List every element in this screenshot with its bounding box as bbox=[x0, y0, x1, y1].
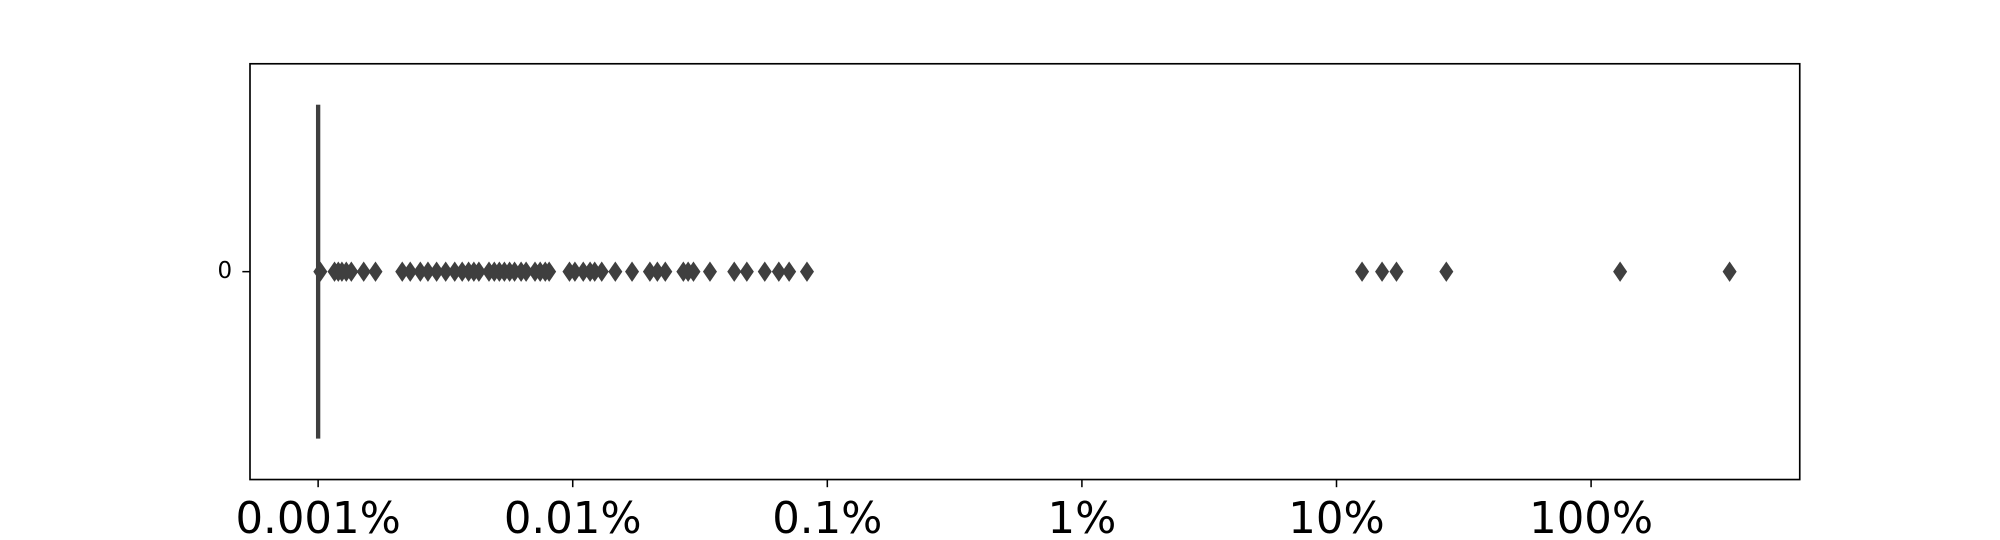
x-tick-label: 0.01% bbox=[504, 494, 642, 540]
outlier bbox=[429, 261, 444, 282]
outlier bbox=[1439, 261, 1454, 282]
outlier bbox=[739, 261, 754, 282]
outlier bbox=[313, 261, 328, 282]
outlier bbox=[403, 261, 418, 282]
outlier bbox=[344, 261, 359, 282]
outlier bbox=[1389, 261, 1404, 282]
outlier bbox=[771, 261, 786, 282]
x-tick-label: 10% bbox=[1288, 494, 1384, 540]
outlier bbox=[658, 261, 673, 282]
outlier bbox=[1722, 261, 1737, 282]
outlier bbox=[542, 261, 557, 282]
outlier bbox=[471, 261, 486, 282]
y-tick-label: 0 bbox=[218, 258, 233, 284]
x-tick-label: 0.001% bbox=[235, 494, 400, 540]
outlier bbox=[1375, 261, 1390, 282]
outlier bbox=[420, 261, 435, 282]
outlier bbox=[782, 261, 797, 282]
outlier bbox=[625, 261, 640, 282]
outlier bbox=[594, 261, 609, 282]
outlier bbox=[438, 261, 453, 282]
outlier bbox=[356, 261, 371, 282]
outlier bbox=[727, 261, 742, 282]
outlier bbox=[1355, 261, 1370, 282]
x-tick-label: 0.1% bbox=[772, 494, 882, 540]
outlier bbox=[686, 261, 701, 282]
outlier bbox=[1613, 261, 1628, 282]
outlier bbox=[608, 261, 623, 282]
outlier bbox=[799, 261, 814, 282]
outlier bbox=[413, 261, 428, 282]
outlier bbox=[567, 261, 582, 282]
outlier bbox=[650, 261, 665, 282]
outlier bbox=[395, 261, 410, 282]
outlier bbox=[702, 261, 717, 282]
x-tick-label: 100% bbox=[1529, 494, 1653, 540]
outlier bbox=[757, 261, 772, 282]
outlier bbox=[447, 261, 462, 282]
x-tick-label: 1% bbox=[1048, 494, 1117, 540]
outlier bbox=[368, 261, 383, 282]
